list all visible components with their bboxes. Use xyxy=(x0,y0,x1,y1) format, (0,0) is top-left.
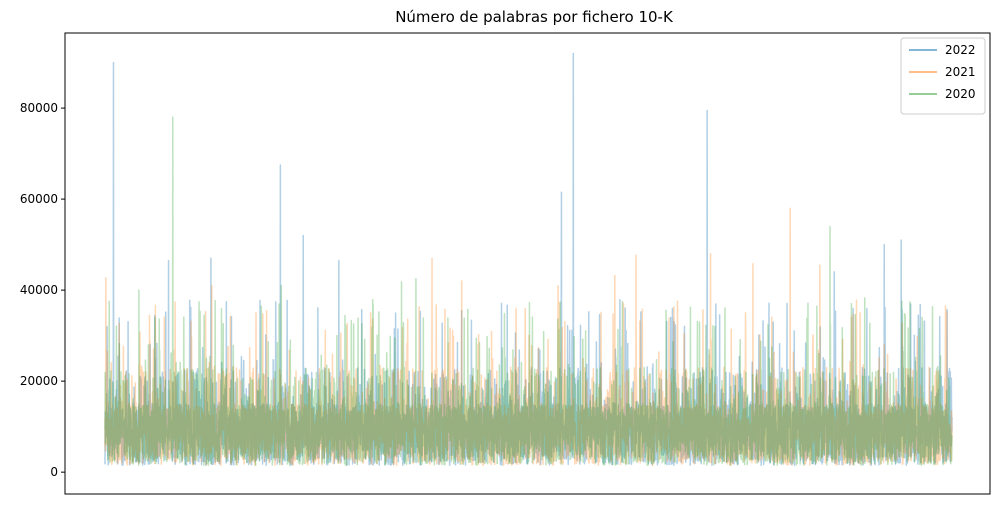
plot-frame xyxy=(64,32,991,495)
series-line-2022 xyxy=(104,52,953,467)
legend-label-2020: 2020 xyxy=(945,87,976,101)
legend: 2022 2021 2020 xyxy=(900,37,986,115)
y-tick-label: 0 xyxy=(50,465,58,479)
series-layer xyxy=(104,52,953,467)
chart-title: Número de palabras por fichero 10-K xyxy=(395,8,674,26)
y-tick-label: 60000 xyxy=(20,192,58,206)
series-line-2020 xyxy=(104,116,953,467)
y-axis: 0 20000 40000 60000 80000 xyxy=(20,101,65,479)
legend-label-2021: 2021 xyxy=(945,65,976,79)
y-tick-label: 40000 xyxy=(20,283,58,297)
plot-area xyxy=(64,32,991,495)
y-tick-label: 80000 xyxy=(20,101,58,115)
series-line-2021 xyxy=(104,207,953,467)
legend-label-2022: 2022 xyxy=(945,43,976,57)
y-tick-label: 20000 xyxy=(20,374,58,388)
